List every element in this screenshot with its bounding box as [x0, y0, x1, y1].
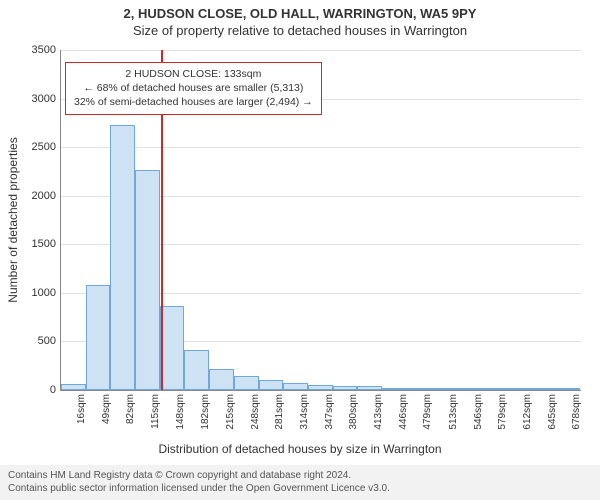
x-tick-label: 380sqm: [348, 394, 359, 444]
histogram-bar: [160, 306, 185, 391]
y-tick-label: 2500: [6, 141, 56, 153]
chart-title: 2, HUDSON CLOSE, OLD HALL, WARRINGTON, W…: [0, 6, 600, 21]
x-tick-label: 479sqm: [422, 394, 433, 444]
x-tick-label: 612sqm: [522, 394, 533, 444]
x-tick-label: 513sqm: [448, 394, 459, 444]
callout-line2: ← 68% of detached houses are smaller (5,…: [74, 81, 313, 95]
histogram-bar: [555, 388, 580, 390]
y-tick-label: 1500: [6, 238, 56, 250]
histogram-bar: [61, 384, 86, 390]
y-tick-label: 3500: [6, 44, 56, 56]
callout-line3: 32% of semi-detached houses are larger (…: [74, 95, 313, 109]
histogram-bar: [456, 388, 481, 390]
x-tick-label: 182sqm: [200, 394, 211, 444]
x-tick-label: 49sqm: [101, 394, 112, 444]
histogram-bar: [86, 285, 111, 390]
histogram-bar: [357, 386, 382, 390]
reference-callout: 2 HUDSON CLOSE: 133sqm ← 68% of detached…: [65, 62, 322, 115]
histogram-bar: [382, 388, 407, 390]
x-tick-label: 115sqm: [150, 394, 161, 444]
x-tick-label: 645sqm: [547, 394, 558, 444]
histogram-bar: [110, 125, 135, 390]
x-tick-label: 546sqm: [473, 394, 484, 444]
y-tick-label: 500: [6, 335, 56, 347]
histogram-bar: [184, 350, 209, 390]
x-tick-label: 347sqm: [324, 394, 335, 444]
histogram-bar: [431, 388, 456, 390]
footer-line1: Contains HM Land Registry data © Crown c…: [8, 469, 592, 482]
histogram-bar: [209, 369, 234, 390]
chart-title-block: 2, HUDSON CLOSE, OLD HALL, WARRINGTON, W…: [0, 0, 600, 38]
x-tick-label: 579sqm: [497, 394, 508, 444]
x-tick-label: 16sqm: [76, 394, 87, 444]
x-axis-label: Distribution of detached houses by size …: [0, 442, 600, 456]
x-tick-label: 678sqm: [571, 394, 582, 444]
x-tick-label: 248sqm: [250, 394, 261, 444]
histogram-bar: [481, 388, 506, 390]
histogram-bar: [308, 385, 333, 390]
chart-container: Number of detached properties 0 500 1000 15…: [0, 42, 600, 456]
histogram-bar: [283, 383, 308, 390]
x-tick-label: 446sqm: [398, 394, 409, 444]
x-tick-label: 215sqm: [225, 394, 236, 444]
x-tick-label: 82sqm: [125, 394, 136, 444]
histogram-bar: [530, 388, 555, 390]
x-tick-label: 314sqm: [299, 394, 310, 444]
histogram-bar: [234, 376, 259, 390]
histogram-bar: [259, 380, 284, 390]
histogram-bar: [407, 388, 432, 390]
histogram-bar: [135, 170, 160, 390]
chart-subtitle: Size of property relative to detached ho…: [0, 23, 600, 38]
y-axis-label: Number of detached properties: [6, 137, 20, 302]
y-tick-label: 0: [6, 384, 56, 396]
histogram-bar: [333, 386, 358, 390]
attribution-footer: Contains HM Land Registry data © Crown c…: [0, 465, 600, 500]
y-tick-label: 3000: [6, 93, 56, 105]
x-tick-label: 148sqm: [175, 394, 186, 444]
y-tick-label: 2000: [6, 190, 56, 202]
x-tick-label: 281sqm: [274, 394, 285, 444]
x-tick-label: 413sqm: [373, 394, 384, 444]
footer-line2: Contains public sector information licen…: [8, 482, 592, 495]
histogram-bar: [505, 388, 530, 390]
y-tick-label: 1000: [6, 287, 56, 299]
callout-line1: 2 HUDSON CLOSE: 133sqm: [74, 67, 313, 81]
plot-area: 2 HUDSON CLOSE: 133sqm ← 68% of detached…: [60, 50, 581, 391]
